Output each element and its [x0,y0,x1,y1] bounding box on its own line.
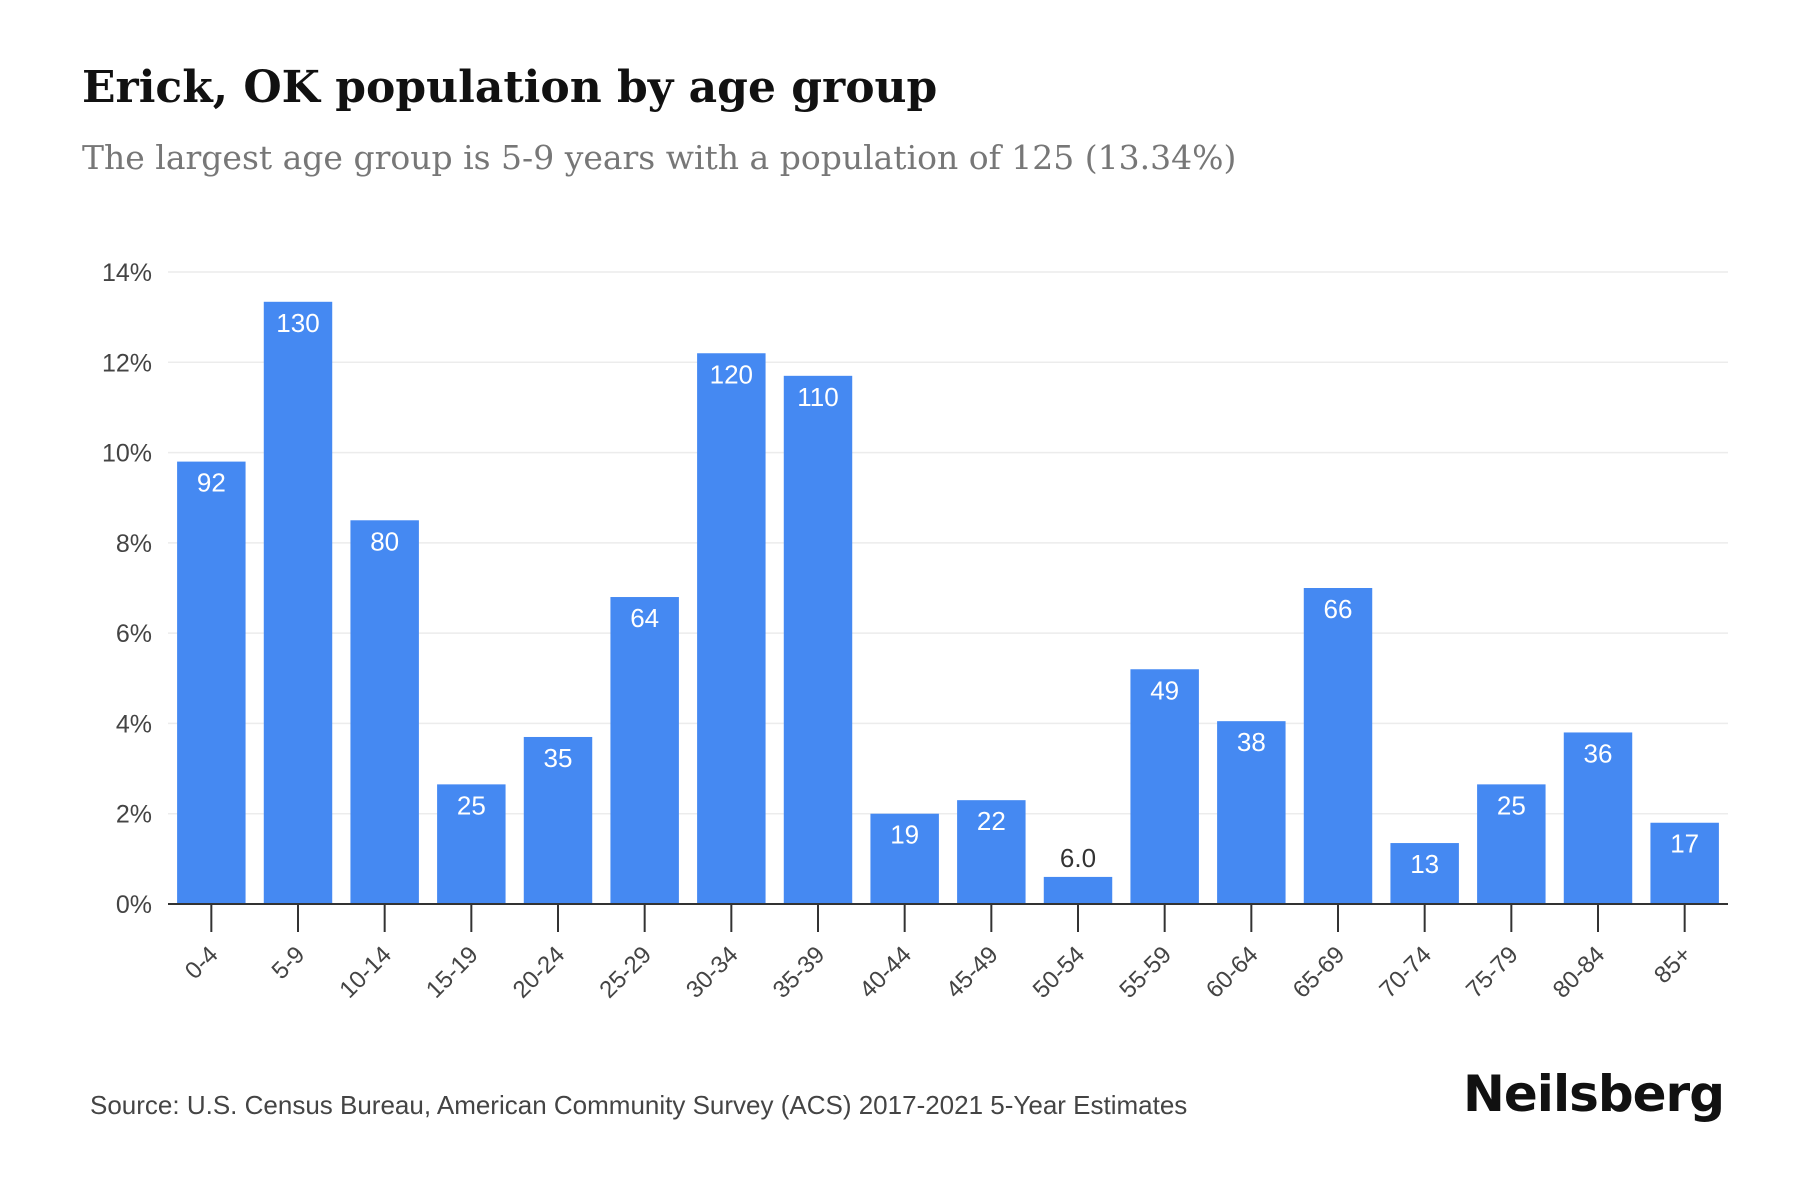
bar [1043,876,1113,904]
x-tick-label: 80-84 [1548,941,1611,1004]
data-label: 64 [630,603,659,633]
bar [1477,784,1546,904]
y-tick-label: 8% [116,530,152,558]
x-tick-label: 25-29 [594,941,657,1004]
data-label: 13 [1410,849,1439,879]
y-tick-label: 12% [102,349,152,377]
x-tick-label: 35-39 [768,941,831,1004]
x-tick-label: 65-69 [1288,941,1351,1004]
x-tick-label: 40-44 [854,941,917,1004]
bar [177,461,246,904]
y-tick-label: 2% [116,801,152,829]
bar [1130,669,1199,904]
x-tick-label: 15-19 [421,941,484,1004]
data-label: 35 [544,743,573,773]
bar [1217,721,1286,904]
bar [783,375,853,904]
data-label: 19 [890,820,919,850]
y-axis-ticks: 0% 2% 4% 6% 8% 10% 12% 14% [102,259,152,919]
bar [697,353,766,904]
chart-subtitle: The largest age group is 5-9 years with … [82,138,1237,177]
data-labels: 92 130 80 25 35 64 120 110 19 22 6.0 49 38 66 13 25 36 17 [197,308,1699,879]
y-tick-label: 10% [102,440,152,468]
bar [957,800,1026,904]
x-tick-label: 5-9 [267,941,311,985]
data-label: 36 [1584,738,1613,768]
data-label: 80 [370,526,399,556]
bar [437,784,506,904]
bar [870,813,939,904]
bars [177,301,1719,904]
x-tick-label: 30-34 [681,941,744,1004]
x-tick-label: 45-49 [941,941,1004,1004]
x-axis: 0-4 5-9 10-14 15-19 20-24 25-29 30-34 35-39 40-4… [168,903,1728,1004]
x-tick-label: 20-24 [508,941,571,1004]
data-label: 22 [977,806,1006,836]
chart-title: Erick, OK population by age group [82,62,938,113]
y-tick-label: 0% [116,891,152,919]
data-label: 120 [710,359,753,389]
data-label: 49 [1150,675,1179,705]
bar [350,520,419,904]
data-label: 17 [1670,829,1699,859]
y-tick-label: 4% [116,710,152,738]
gridlines [168,271,1728,815]
data-label: 25 [1497,790,1526,820]
x-tick-label: 55-59 [1114,941,1177,1004]
y-tick-label: 14% [102,259,152,287]
bar [1650,822,1719,904]
bar [1563,732,1633,904]
source-note: Source: U.S. Census Bureau, American Com… [90,1090,1188,1120]
x-tick-label: 60-64 [1201,941,1264,1004]
x-tick-label: 10-14 [334,941,397,1004]
x-tick-label: 75-79 [1461,941,1524,1004]
bar [1303,588,1373,904]
x-tick-label: 0-4 [180,941,224,985]
bar [263,301,333,904]
data-label: 110 [797,382,838,412]
bar-chart: 0% 2% 4% 6% 8% 10% 12% 14% 92 130 80 25 35 64 120 110 1… [102,259,1728,1004]
bar [610,597,679,904]
data-label: 25 [457,790,486,820]
bar [523,736,593,904]
data-label: 6.0 [1060,843,1096,873]
data-label: 92 [197,468,226,498]
brand-logo: Neilsberg [1463,1065,1725,1123]
bar [1390,843,1459,904]
data-label: 38 [1237,727,1266,757]
x-tick-label: 85+ [1649,941,1697,989]
data-label: 66 [1324,594,1353,624]
y-tick-label: 6% [116,620,152,648]
data-label: 130 [276,308,319,338]
x-tick-label: 70-74 [1374,941,1437,1004]
x-tick-label: 50-54 [1028,941,1091,1004]
